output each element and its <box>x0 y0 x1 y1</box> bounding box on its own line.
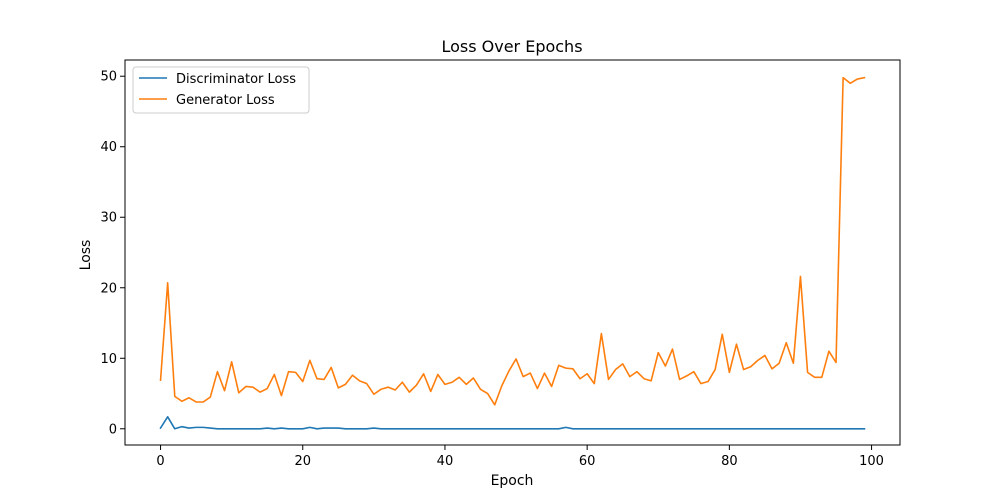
y-axis-label: Loss <box>78 240 94 271</box>
x-tick-label: 60 <box>579 454 596 469</box>
series-line-2 <box>159 76 866 406</box>
series-line-1 <box>159 415 866 430</box>
legend-label: Generator Loss <box>176 93 275 108</box>
x-tick-label: 80 <box>721 454 738 469</box>
x-tick-label: 0 <box>156 454 164 469</box>
x-tick-label: 20 <box>294 454 311 469</box>
x-tick-label: 40 <box>437 454 454 469</box>
legend-label: Discriminator Loss <box>176 72 296 87</box>
y-tick-label: 20 <box>100 281 117 296</box>
y-tick-label: 50 <box>100 70 117 85</box>
chart-title: Loss Over Epochs <box>441 37 582 56</box>
y-tick-label: 10 <box>100 352 117 367</box>
y-tick-label: 40 <box>100 140 117 155</box>
legend: Discriminator Loss Generator Loss <box>132 66 310 114</box>
legend-box <box>132 66 310 114</box>
y-tick-label: 0 <box>109 422 117 437</box>
y-tick-label: 30 <box>100 211 117 226</box>
x-axis-label: Epoch <box>491 473 534 489</box>
plot-area: 0 20 40 60 80 100 0 10 20 30 40 50 <box>100 70 884 469</box>
plot-frame <box>124 59 901 446</box>
x-tick-label: 100 <box>859 454 884 469</box>
